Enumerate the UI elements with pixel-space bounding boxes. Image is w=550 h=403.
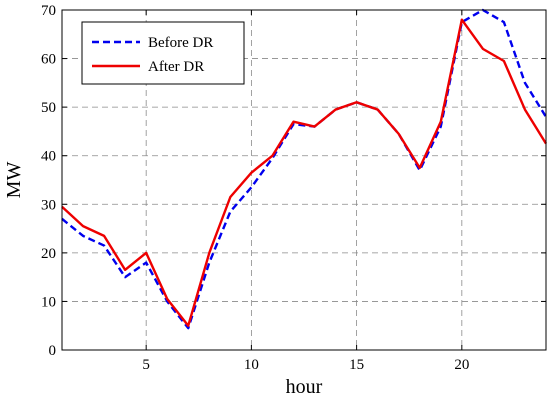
x-axis-label: hour <box>286 376 323 398</box>
legend-box <box>81 21 245 85</box>
grid <box>62 10 546 350</box>
axis-ticks: 5 10 15 20 0 10 20 30 40 50 60 70 <box>41 3 546 373</box>
y-tick-label: 30 <box>41 197 56 213</box>
legend-label: Before DR <box>148 35 213 51</box>
y-tick-label: 70 <box>41 3 56 19</box>
y-tick-label: 20 <box>41 246 56 262</box>
legend-label: After DR <box>148 59 204 75</box>
y-tick-label: 10 <box>41 294 56 310</box>
y-axis-label: MW <box>3 162 25 199</box>
y-tick-label: 50 <box>41 100 56 116</box>
y-tick-label: 60 <box>41 52 56 68</box>
x-tick-label: 5 <box>142 357 150 373</box>
series-lines <box>61 8 548 330</box>
x-tick-label: 15 <box>349 357 364 373</box>
plot-frame <box>61 9 547 351</box>
legend: Before DR After DR <box>81 21 245 85</box>
y-tick-label: 40 <box>41 149 56 165</box>
series-line-after-dr <box>61 18 548 327</box>
x-tick-label: 20 <box>454 357 469 373</box>
y-tick-label: 0 <box>49 343 57 359</box>
x-tick-label: 10 <box>244 357 259 373</box>
